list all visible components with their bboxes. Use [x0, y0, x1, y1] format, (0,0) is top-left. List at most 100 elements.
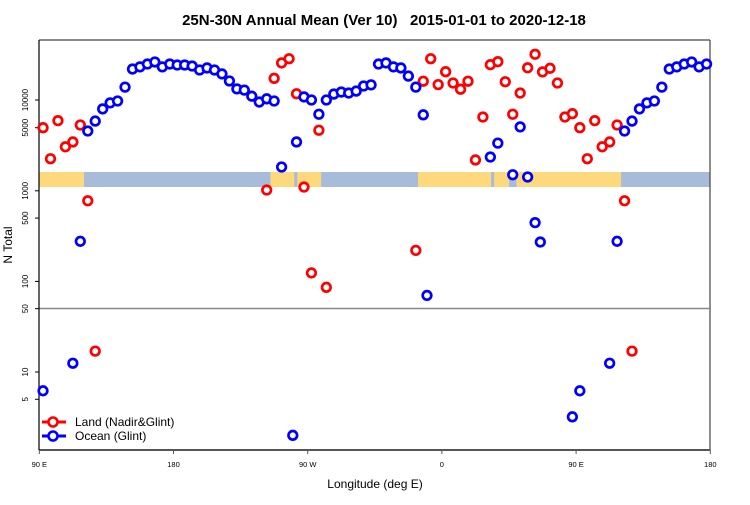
ocean-point — [82, 125, 94, 137]
ocean-point — [97, 103, 109, 115]
ocean-point — [275, 161, 288, 173]
land-point — [447, 77, 459, 89]
ocean-point — [534, 236, 546, 248]
x-tick-label: 90 W — [299, 460, 317, 469]
ocean-point — [603, 357, 616, 369]
ocean-point — [74, 235, 86, 247]
land-point — [268, 72, 280, 84]
land-point — [618, 195, 631, 207]
x-tick-label: 180 — [704, 460, 717, 469]
ocean-point — [290, 136, 303, 148]
ocean-point — [246, 90, 258, 102]
ocean-point — [350, 85, 362, 97]
ocean-point — [507, 169, 519, 181]
land-point — [521, 62, 534, 74]
map-land — [494, 172, 509, 187]
y-tick-label: 5 — [21, 396, 30, 401]
land-point — [305, 267, 318, 279]
ocean-point — [410, 81, 422, 93]
ocean-point — [238, 84, 250, 96]
x-axis-ticks: 90 E 180 90 W 0 90 E 180 — [32, 450, 717, 469]
land-point — [59, 141, 72, 153]
ocean-point — [37, 385, 49, 397]
land-point — [283, 53, 295, 65]
legend-item-land: Land (Nadir&Glint) — [42, 415, 174, 429]
data-points — [37, 48, 713, 441]
land-point — [462, 75, 474, 87]
land-point — [499, 76, 511, 88]
land-point — [507, 108, 519, 120]
land-point — [514, 87, 526, 99]
land-point — [574, 122, 586, 134]
land-point — [492, 56, 504, 68]
legend: Land (Nadir&Glint) Ocean (Glint) — [42, 415, 174, 443]
land-point — [454, 83, 467, 95]
y-tick-label: 5000 — [21, 118, 30, 136]
ocean-point — [89, 115, 101, 127]
ocean-point — [223, 75, 236, 87]
ocean-point — [67, 357, 79, 369]
ocean-point — [365, 79, 377, 91]
land-point — [596, 141, 608, 153]
ocean-point — [320, 94, 332, 106]
land-point — [469, 154, 482, 166]
x-tick-label: 90 E — [32, 460, 47, 469]
x-tick-label: 90 E — [568, 460, 583, 469]
land-point — [320, 281, 332, 293]
legend-label-ocean: Ocean (Glint) — [75, 429, 146, 443]
y-tick-label: 100 — [21, 274, 30, 288]
y-tick-label: 50 — [21, 304, 30, 313]
ocean-point — [268, 95, 280, 107]
land-point — [603, 136, 616, 148]
ocean-point — [521, 171, 534, 183]
y-axis-ticks: 5000 10000 5 10 50 100 500 1000 — [21, 88, 39, 401]
legend-label-land: Land (Nadir&Glint) — [75, 415, 174, 429]
ocean-point — [417, 109, 429, 121]
land-point — [477, 111, 489, 123]
land-point — [298, 181, 310, 193]
land-point — [82, 195, 94, 207]
ocean-point — [402, 70, 414, 82]
map-land — [418, 172, 492, 187]
land-point — [44, 153, 57, 165]
land-point — [74, 119, 86, 131]
map-land — [270, 172, 295, 187]
ocean-point — [305, 94, 318, 106]
y-tick-label: 500 — [21, 211, 30, 225]
ocean-point — [574, 385, 586, 397]
map-land — [516, 172, 621, 187]
land-point — [626, 345, 638, 357]
y-tick-label: 10 — [21, 367, 30, 376]
land-point — [611, 119, 623, 131]
ocean-point — [566, 411, 579, 423]
land-point — [566, 108, 579, 120]
ocean-point — [119, 81, 131, 93]
land-ocean-map-strip — [39, 172, 710, 187]
y-tick-label: 10000 — [21, 88, 30, 111]
x-axis-label: Longitude (deg E) — [327, 477, 422, 491]
y-tick-label: 1000 — [21, 181, 30, 199]
land-point — [589, 115, 601, 127]
land-point — [551, 77, 564, 89]
land-point — [432, 78, 444, 91]
ocean-point — [656, 81, 668, 93]
ocean-point — [395, 62, 407, 74]
ocean-point — [492, 137, 504, 149]
ocean-point — [686, 56, 698, 68]
ocean-point — [514, 121, 526, 133]
ocean-point — [648, 95, 661, 107]
ocean-point — [287, 429, 299, 441]
x-tick-label: 180 — [167, 460, 180, 469]
land-point — [425, 53, 437, 65]
land-point — [67, 136, 79, 148]
ocean-point — [626, 115, 638, 127]
ocean-point — [216, 68, 228, 80]
ocean-point — [618, 125, 631, 137]
land-point — [439, 66, 452, 78]
ocean-point — [421, 289, 433, 302]
ocean-point — [529, 217, 541, 229]
ocean-point — [313, 108, 325, 120]
land-point — [581, 153, 593, 165]
land-point — [261, 184, 273, 196]
